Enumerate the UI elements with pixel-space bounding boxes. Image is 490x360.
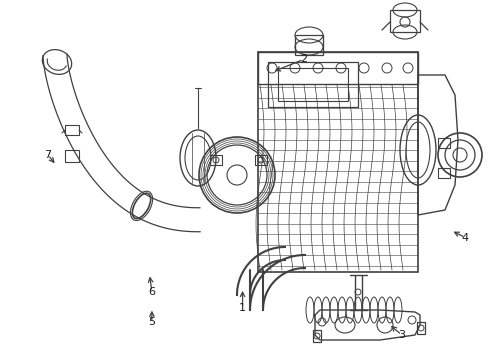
Bar <box>295 35 323 55</box>
Bar <box>268 62 358 107</box>
Bar <box>313 330 321 342</box>
Bar <box>258 52 418 84</box>
Text: 4: 4 <box>462 233 469 243</box>
Bar <box>438 168 450 178</box>
Bar <box>255 155 267 165</box>
Bar <box>210 155 222 165</box>
Text: 3: 3 <box>398 330 405 340</box>
Text: 6: 6 <box>148 287 155 297</box>
Bar <box>390 10 420 32</box>
Bar <box>65 125 79 135</box>
Bar <box>417 322 425 334</box>
Bar <box>278 68 348 101</box>
Bar <box>438 138 450 148</box>
Bar <box>258 52 418 272</box>
Text: 1: 1 <box>239 303 246 313</box>
Text: 2: 2 <box>300 54 307 64</box>
Bar <box>65 150 79 162</box>
Text: 5: 5 <box>148 317 155 327</box>
Text: 7: 7 <box>45 150 51 160</box>
